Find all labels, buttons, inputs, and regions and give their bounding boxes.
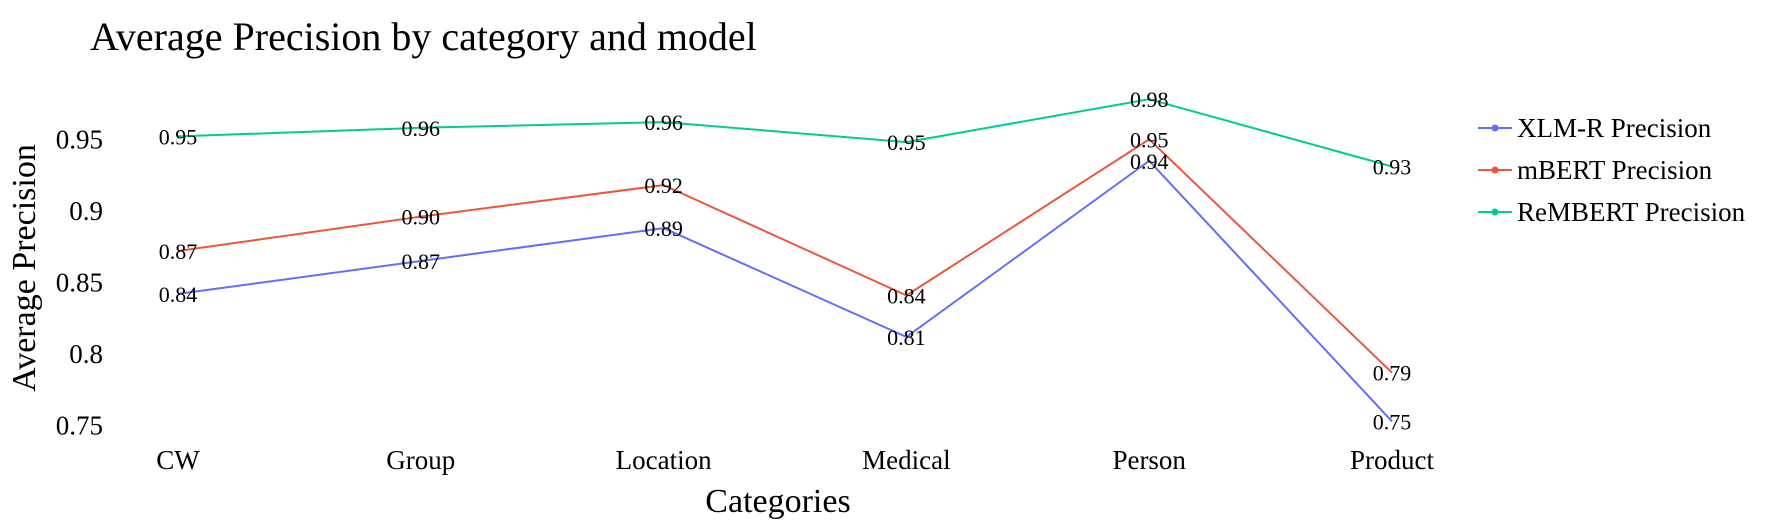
data-label: 0.81 — [887, 325, 926, 350]
data-label: 0.87 — [159, 239, 198, 264]
data-label: 0.93 — [1373, 154, 1412, 179]
legend-item-2[interactable]: mBERT Precision — [1478, 155, 1713, 185]
data-label: 0.84 — [887, 283, 926, 308]
y-tick-label: 0.95 — [56, 124, 103, 154]
data-label: 0.98 — [1130, 87, 1169, 112]
x-tick-label: Location — [616, 445, 712, 475]
legend-label: XLM-R Precision — [1517, 113, 1712, 143]
y-tick-label: 0.75 — [56, 411, 103, 441]
data-label: 0.96 — [644, 110, 683, 135]
data-label: 0.75 — [1373, 409, 1412, 434]
y-axis-title: Average Precision — [6, 144, 43, 392]
data-label: 0.94 — [1130, 149, 1169, 174]
data-label: 0.95 — [1130, 127, 1169, 152]
x-tick-label: Group — [386, 445, 455, 475]
legend-marker — [1491, 166, 1499, 174]
series-line-1[interactable] — [177, 159, 1393, 423]
x-tick-label: Medical — [862, 445, 950, 475]
x-tick-label: Person — [1112, 445, 1186, 475]
y-tick-label: 0.85 — [56, 267, 103, 297]
y-axis-ticks: 0.75 0.8 0.85 0.9 0.95 — [56, 124, 103, 440]
y-tick-label: 0.9 — [69, 196, 103, 226]
legend[interactable]: XLM-R Precision mBERT Precision ReMBERT Pr… — [1478, 113, 1746, 227]
legend-marker — [1491, 124, 1499, 132]
series-lines — [177, 98, 1393, 423]
legend-marker — [1491, 208, 1499, 216]
data-label: 0.95 — [887, 130, 926, 155]
data-label: 0.89 — [644, 216, 683, 241]
chart-title: Average Precision by category and model — [90, 14, 757, 59]
data-label: 0.95 — [159, 124, 198, 149]
x-axis-ticks: CW Group Location Medical Person Product — [156, 445, 1434, 475]
legend-item-1[interactable]: XLM-R Precision — [1478, 113, 1712, 143]
data-label: 0.90 — [402, 205, 441, 230]
y-tick-label: 0.8 — [69, 339, 103, 369]
legend-label: mBERT Precision — [1517, 155, 1713, 185]
data-labels: 0.84 0.87 0.89 0.81 0.94 0.75 0.87 0.90 0.92 0.84… — [159, 87, 1412, 434]
legend-item-3[interactable]: ReMBERT Precision — [1478, 197, 1746, 227]
x-tick-label: CW — [156, 445, 200, 475]
data-label: 0.96 — [402, 116, 441, 141]
data-label: 0.79 — [1373, 361, 1412, 386]
x-tick-label: Product — [1350, 445, 1434, 475]
data-label: 0.92 — [644, 173, 683, 198]
legend-label: ReMBERT Precision — [1517, 197, 1746, 227]
data-label: 0.84 — [159, 282, 198, 307]
series-line-3[interactable] — [177, 98, 1393, 168]
data-label: 0.87 — [402, 249, 441, 274]
series-line-2[interactable] — [177, 138, 1393, 374]
x-axis-title: Categories — [705, 483, 850, 520]
